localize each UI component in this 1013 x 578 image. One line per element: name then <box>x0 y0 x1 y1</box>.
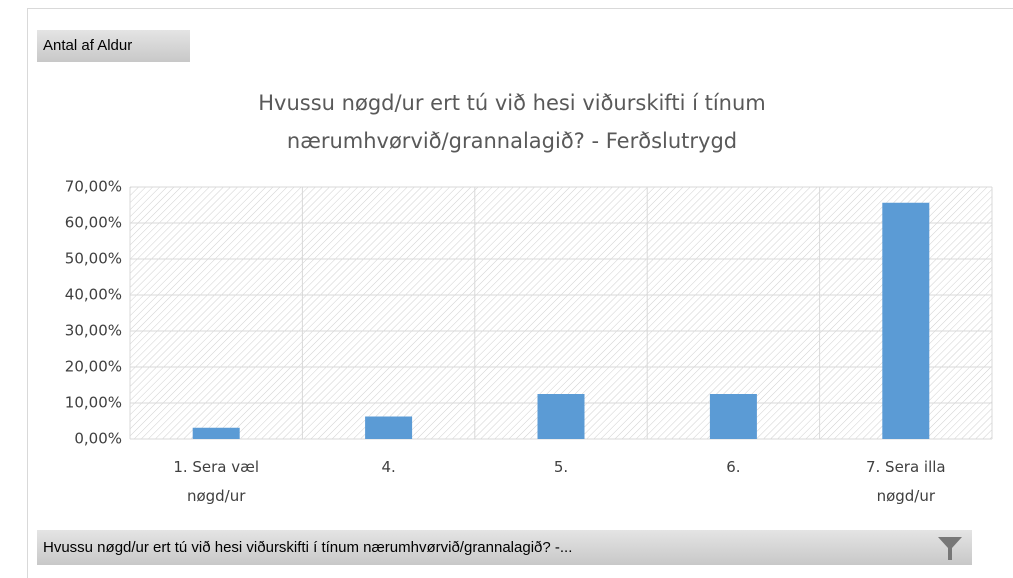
x-tick-label: 5. <box>553 458 569 476</box>
filter-icon[interactable] <box>935 534 965 562</box>
axis-field-label: Hvussu nøgd/ur ert tú við hesi viðurskif… <box>43 539 573 556</box>
chart-frame <box>27 8 1013 578</box>
bar <box>882 202 930 439</box>
bar <box>365 416 413 439</box>
x-tick-label: 6. <box>726 458 741 476</box>
y-tick-label: 70,00% <box>65 178 122 196</box>
value-field-button[interactable]: Antal af Aldur <box>37 30 190 62</box>
y-tick-label: 10,00% <box>65 394 122 412</box>
axis-field-button[interactable]: Hvussu nøgd/ur ert tú við hesi viðurskif… <box>37 530 972 565</box>
bar <box>192 427 240 439</box>
x-tick-label: 1. Sera væl nøgd/ur <box>173 458 260 505</box>
chart-title: Hvussu nøgd/ur ert tú við hesi viðurskif… <box>258 91 766 153</box>
x-tick-label: 7. Sera illa nøgd/ur <box>865 458 946 505</box>
y-tick-label: 40,00% <box>65 286 122 304</box>
x-tick-label: 4. <box>381 458 396 476</box>
bar <box>537 394 585 439</box>
y-tick-label: 60,00% <box>65 214 122 232</box>
y-tick-label: 0,00% <box>74 430 122 448</box>
y-tick-label: 30,00% <box>65 322 122 340</box>
y-tick-label: 20,00% <box>65 358 122 376</box>
y-tick-label: 50,00% <box>65 250 122 268</box>
bar <box>709 394 757 439</box>
